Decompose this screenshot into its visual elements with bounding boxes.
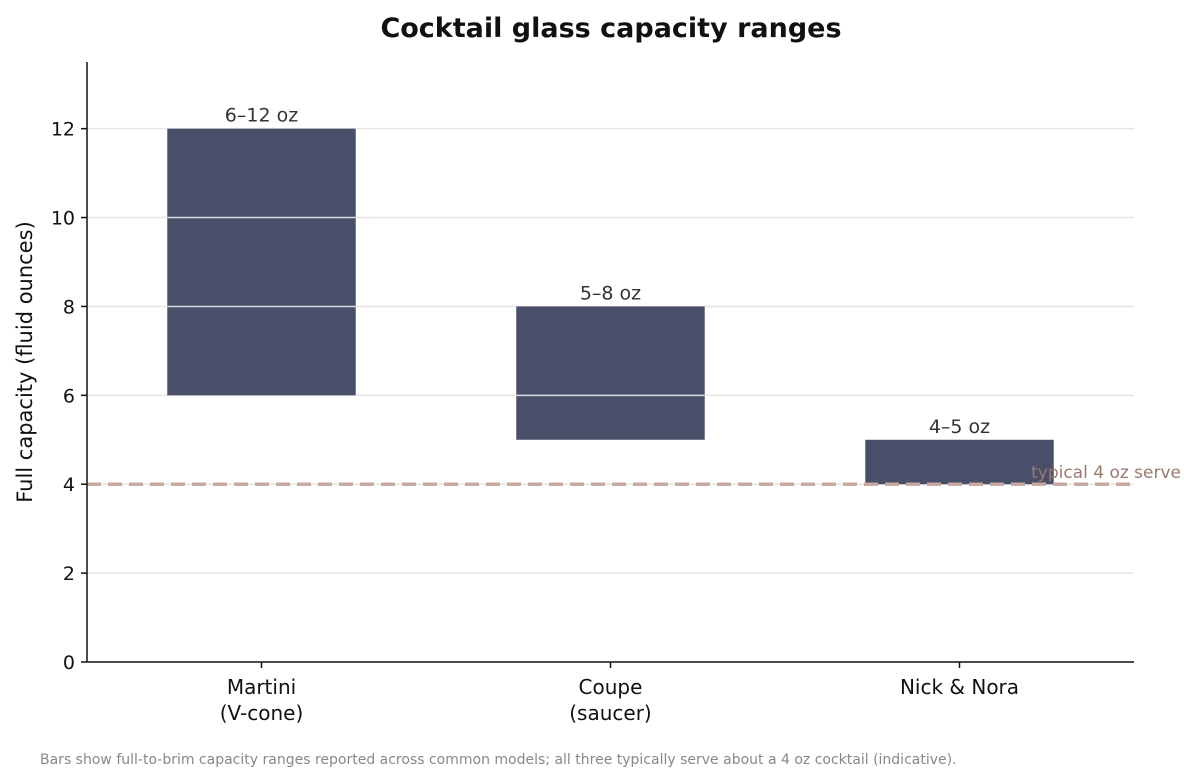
y-tick-label: 6 [63, 385, 75, 407]
x-ticks: Martini (V-cone) Coupe (saucer) Nick & Nora [220, 662, 1019, 725]
range-bar [516, 306, 705, 440]
y-tick-label: 10 [51, 208, 75, 230]
x-tick-label-line: (V-cone) [220, 701, 304, 725]
x-tick-label-line: Nick & Nora [900, 675, 1019, 699]
reference-line-group: typical 4 oz serve [87, 463, 1181, 486]
y-tick-label: 4 [63, 474, 75, 496]
reference-line-label: typical 4 oz serve [1031, 463, 1181, 483]
y-tick-label: 12 [51, 119, 75, 141]
x-tick-label: Martini (V-cone) [220, 675, 304, 725]
y-tick-label: 2 [63, 563, 75, 585]
data-label: 4–5 oz [929, 416, 990, 438]
y-tick-label: 0 [63, 652, 75, 674]
data-labels: 6–12 oz 5–8 oz 4–5 oz [225, 105, 990, 438]
x-tick-label-line: Coupe [579, 675, 643, 699]
x-tick-label-line: (saucer) [569, 701, 651, 725]
data-label: 6–12 oz [225, 105, 298, 127]
y-tick-label: 8 [63, 296, 75, 318]
y-axis-label: Full capacity (fluid ounces) [13, 221, 37, 503]
chart-title: Cocktail glass capacity ranges [380, 13, 841, 44]
x-tick-label: Nick & Nora [900, 675, 1019, 699]
range-bar [167, 128, 356, 396]
footnote: Bars show full-to-brim capacity ranges r… [40, 752, 957, 768]
bars [167, 128, 1054, 485]
range-bar [865, 439, 1054, 485]
x-tick-label-line: Martini [227, 675, 296, 699]
data-label: 5–8 oz [580, 282, 641, 304]
bar-gridlines [167, 216, 705, 397]
y-ticks: 0 2 4 6 8 10 12 [51, 119, 87, 674]
x-tick-label: Coupe (saucer) [569, 675, 651, 725]
